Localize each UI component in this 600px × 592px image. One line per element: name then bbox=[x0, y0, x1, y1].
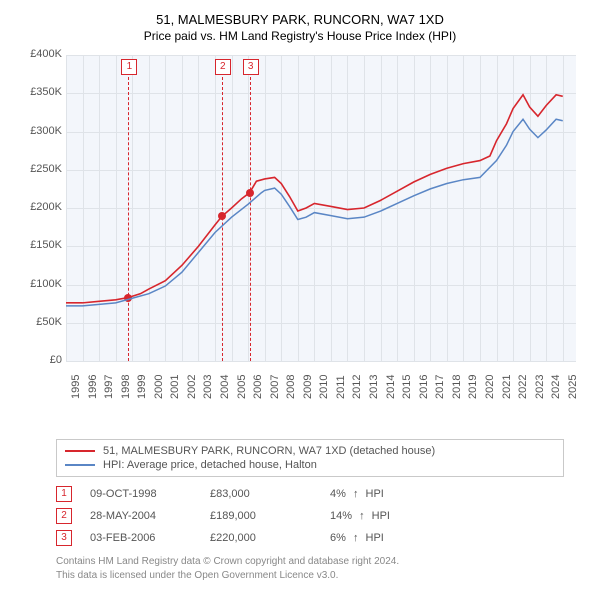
event-date: 09-OCT-1998 bbox=[90, 488, 210, 500]
event-price: £189,000 bbox=[210, 510, 330, 522]
series-hpi bbox=[66, 119, 563, 306]
legend-swatch bbox=[65, 464, 95, 466]
attribution-line: This data is licensed under the Open Gov… bbox=[56, 569, 590, 583]
event-hpi: 14% ↑ HPI bbox=[330, 510, 450, 522]
chart-area: £0£50K£100K£150K£200K£250K£300K£350K£400… bbox=[20, 51, 580, 431]
legend: 51, MALMESBURY PARK, RUNCORN, WA7 1XD (d… bbox=[56, 439, 564, 477]
event-hpi: 6% ↑ HPI bbox=[330, 532, 450, 544]
event-hpi: 4% ↑ HPI bbox=[330, 488, 450, 500]
event-row: 2 28-MAY-2004£189,00014% ↑ HPI bbox=[10, 505, 590, 527]
chart-title: 51, MALMESBURY PARK, RUNCORN, WA7 1XD bbox=[10, 12, 590, 27]
legend-row: 51, MALMESBURY PARK, RUNCORN, WA7 1XD (d… bbox=[65, 444, 555, 458]
series-price_paid bbox=[66, 95, 563, 303]
event-marker: 2 bbox=[56, 508, 72, 524]
legend-row: HPI: Average price, detached house, Halt… bbox=[65, 458, 555, 472]
legend-swatch bbox=[65, 450, 95, 452]
attribution-line: Contains HM Land Registry data © Crown c… bbox=[56, 555, 590, 569]
legend-label: 51, MALMESBURY PARK, RUNCORN, WA7 1XD (d… bbox=[103, 445, 435, 457]
legend-label: HPI: Average price, detached house, Halt… bbox=[103, 459, 317, 471]
event-marker: 3 bbox=[56, 530, 72, 546]
event-date: 03-FEB-2006 bbox=[90, 532, 210, 544]
event-row: 3 03-FEB-2006£220,0006% ↑ HPI bbox=[10, 527, 590, 549]
event-marker: 1 bbox=[56, 486, 72, 502]
event-row: 1 09-OCT-1998£83,0004% ↑ HPI bbox=[10, 483, 590, 505]
attribution: Contains HM Land Registry data © Crown c… bbox=[56, 555, 590, 582]
event-date: 28-MAY-2004 bbox=[90, 510, 210, 522]
event-price: £83,000 bbox=[210, 488, 330, 500]
chart-subtitle: Price paid vs. HM Land Registry's House … bbox=[10, 29, 590, 43]
event-price: £220,000 bbox=[210, 532, 330, 544]
events-list: 1 09-OCT-1998£83,0004% ↑ HPI 2 28-MAY-2004£… bbox=[10, 483, 590, 549]
